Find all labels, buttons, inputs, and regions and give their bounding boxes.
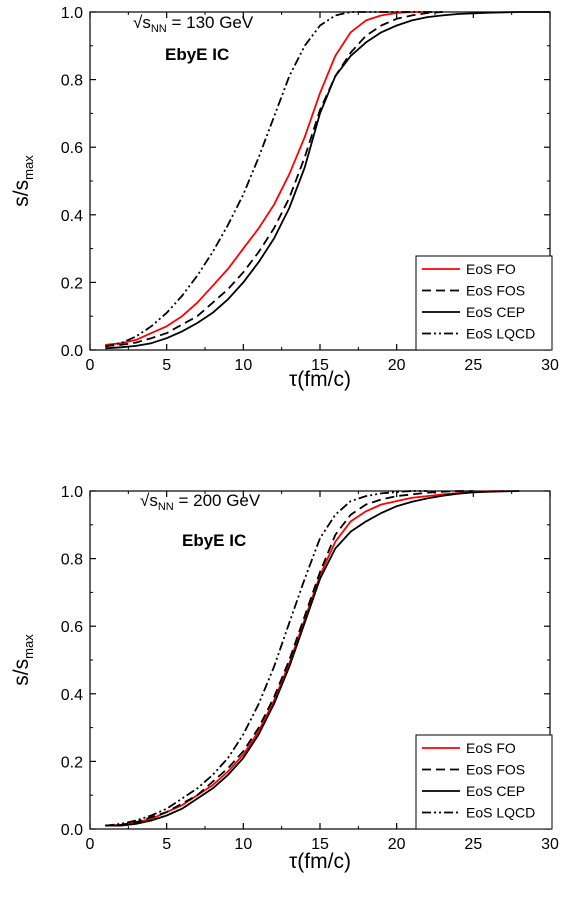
energy-annotation: √sNN = 200 GeV: [140, 491, 261, 513]
legend-label: EoS FO: [466, 740, 516, 756]
series-line-eos-cep: [105, 490, 520, 827]
chart-panel-2: 0 5 10 15 20 25 30 0.0 0.2 0.4 0.6 0.8 1.0 τ(fm/c) s/s…: [10, 484, 559, 873]
x-axis-label: τ(fm/c): [289, 368, 351, 391]
y-tick-label: 0.6: [61, 140, 83, 157]
series-line-eos-fos: [105, 490, 474, 827]
y-tick-label: 0.8: [61, 552, 83, 569]
legend-label: EoS LQCD: [466, 326, 535, 342]
y-tick-label: 1.0: [61, 484, 83, 501]
x-tick-label: 30: [541, 836, 559, 853]
y-tick-label: 0.4: [61, 687, 83, 704]
y-tick-label: 1.0: [61, 5, 83, 22]
legend-label: EoS LQCD: [466, 805, 535, 821]
y-tick-label: 0.0: [61, 343, 83, 360]
x-tick-label: 5: [162, 836, 171, 853]
legend-label: EoS FO: [466, 261, 516, 277]
legend-label: EoS CEP: [466, 304, 525, 320]
y-tick-label: 0.8: [61, 73, 83, 90]
legend-label: EoS FOS: [466, 283, 525, 299]
y-tick-label: 0.0: [61, 822, 83, 839]
energy-annotation: √sNN = 130 GeV: [133, 13, 254, 35]
x-tick-label: 0: [86, 836, 95, 853]
y-tick-label: 0.6: [61, 619, 83, 636]
x-tick-label: 15: [311, 836, 329, 853]
x-tick-label: 15: [311, 357, 329, 374]
x-tick-label: 10: [234, 357, 252, 374]
series-line-eos-fo: [105, 11, 428, 346]
series-line-eos-lqcd: [105, 490, 428, 827]
x-tick-label: 5: [162, 357, 171, 374]
legend-box: [415, 255, 553, 351]
y-tick-label: 0.4: [61, 208, 83, 225]
x-axis-label: τ(fm/c): [289, 850, 351, 873]
legend-label: EoS CEP: [466, 783, 525, 799]
x-tick-label: 0: [86, 357, 95, 374]
series-line-eos-fos: [105, 11, 443, 347]
x-tick-label: 30: [541, 357, 559, 374]
y-tick-label: 0.2: [61, 754, 83, 771]
ic-annotation: EbyE IC: [182, 531, 246, 550]
series-line-eos-fo: [105, 490, 505, 827]
series-line-eos-cep: [105, 11, 550, 350]
x-tick-label: 10: [234, 836, 252, 853]
x-tick-label: 25: [464, 357, 482, 374]
legend-label: EoS FOS: [466, 762, 525, 778]
y-axis-label: s/smax: [10, 634, 36, 686]
series-line-eos-lqcd: [105, 11, 443, 348]
ic-annotation: EbyE IC: [165, 45, 229, 64]
y-tick-label: 0.2: [61, 275, 83, 292]
chart-panel-1: 0 5 10 15 20 25 30 0.0 0.2 0.4 0.6 0.8 1.0 τ(fm/c) s/s…: [10, 5, 559, 391]
y-axis-label: s/smax: [10, 155, 36, 207]
x-tick-label: 20: [388, 836, 406, 853]
legend-box: [415, 734, 553, 830]
x-tick-label: 20: [388, 357, 406, 374]
x-tick-label: 25: [464, 836, 482, 853]
